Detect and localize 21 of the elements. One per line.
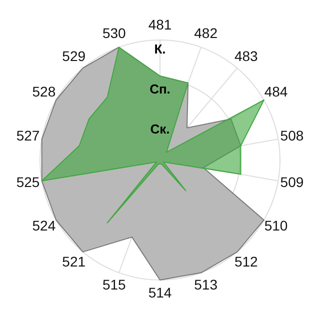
spoke-label: 483: [234, 48, 258, 64]
spoke-label: 530: [102, 24, 126, 41]
spoke-label: 509: [280, 174, 304, 190]
spoke-label: 528: [32, 84, 56, 100]
y-tick-label: Сп.: [150, 81, 170, 96]
spoke-label: 524: [32, 218, 56, 234]
spoke-label: 484: [264, 84, 288, 100]
spoke-label: 508: [280, 127, 304, 144]
spoke-label: 525: [16, 174, 40, 190]
spoke-label: 529: [62, 48, 86, 64]
spoke-label: 482: [194, 24, 218, 41]
spoke-label: 510: [264, 218, 288, 234]
spoke-label: 481: [148, 16, 172, 33]
y-tick-label: К.: [154, 41, 166, 56]
spoke-label: 515: [102, 276, 126, 293]
y-tick-label: Ск.: [150, 121, 170, 136]
spoke-label: 527: [16, 127, 40, 144]
spoke-label: 513: [194, 276, 218, 293]
spoke-label: 521: [62, 253, 86, 270]
spoke-label: 514: [148, 284, 172, 301]
spoke-label: 512: [234, 253, 258, 270]
